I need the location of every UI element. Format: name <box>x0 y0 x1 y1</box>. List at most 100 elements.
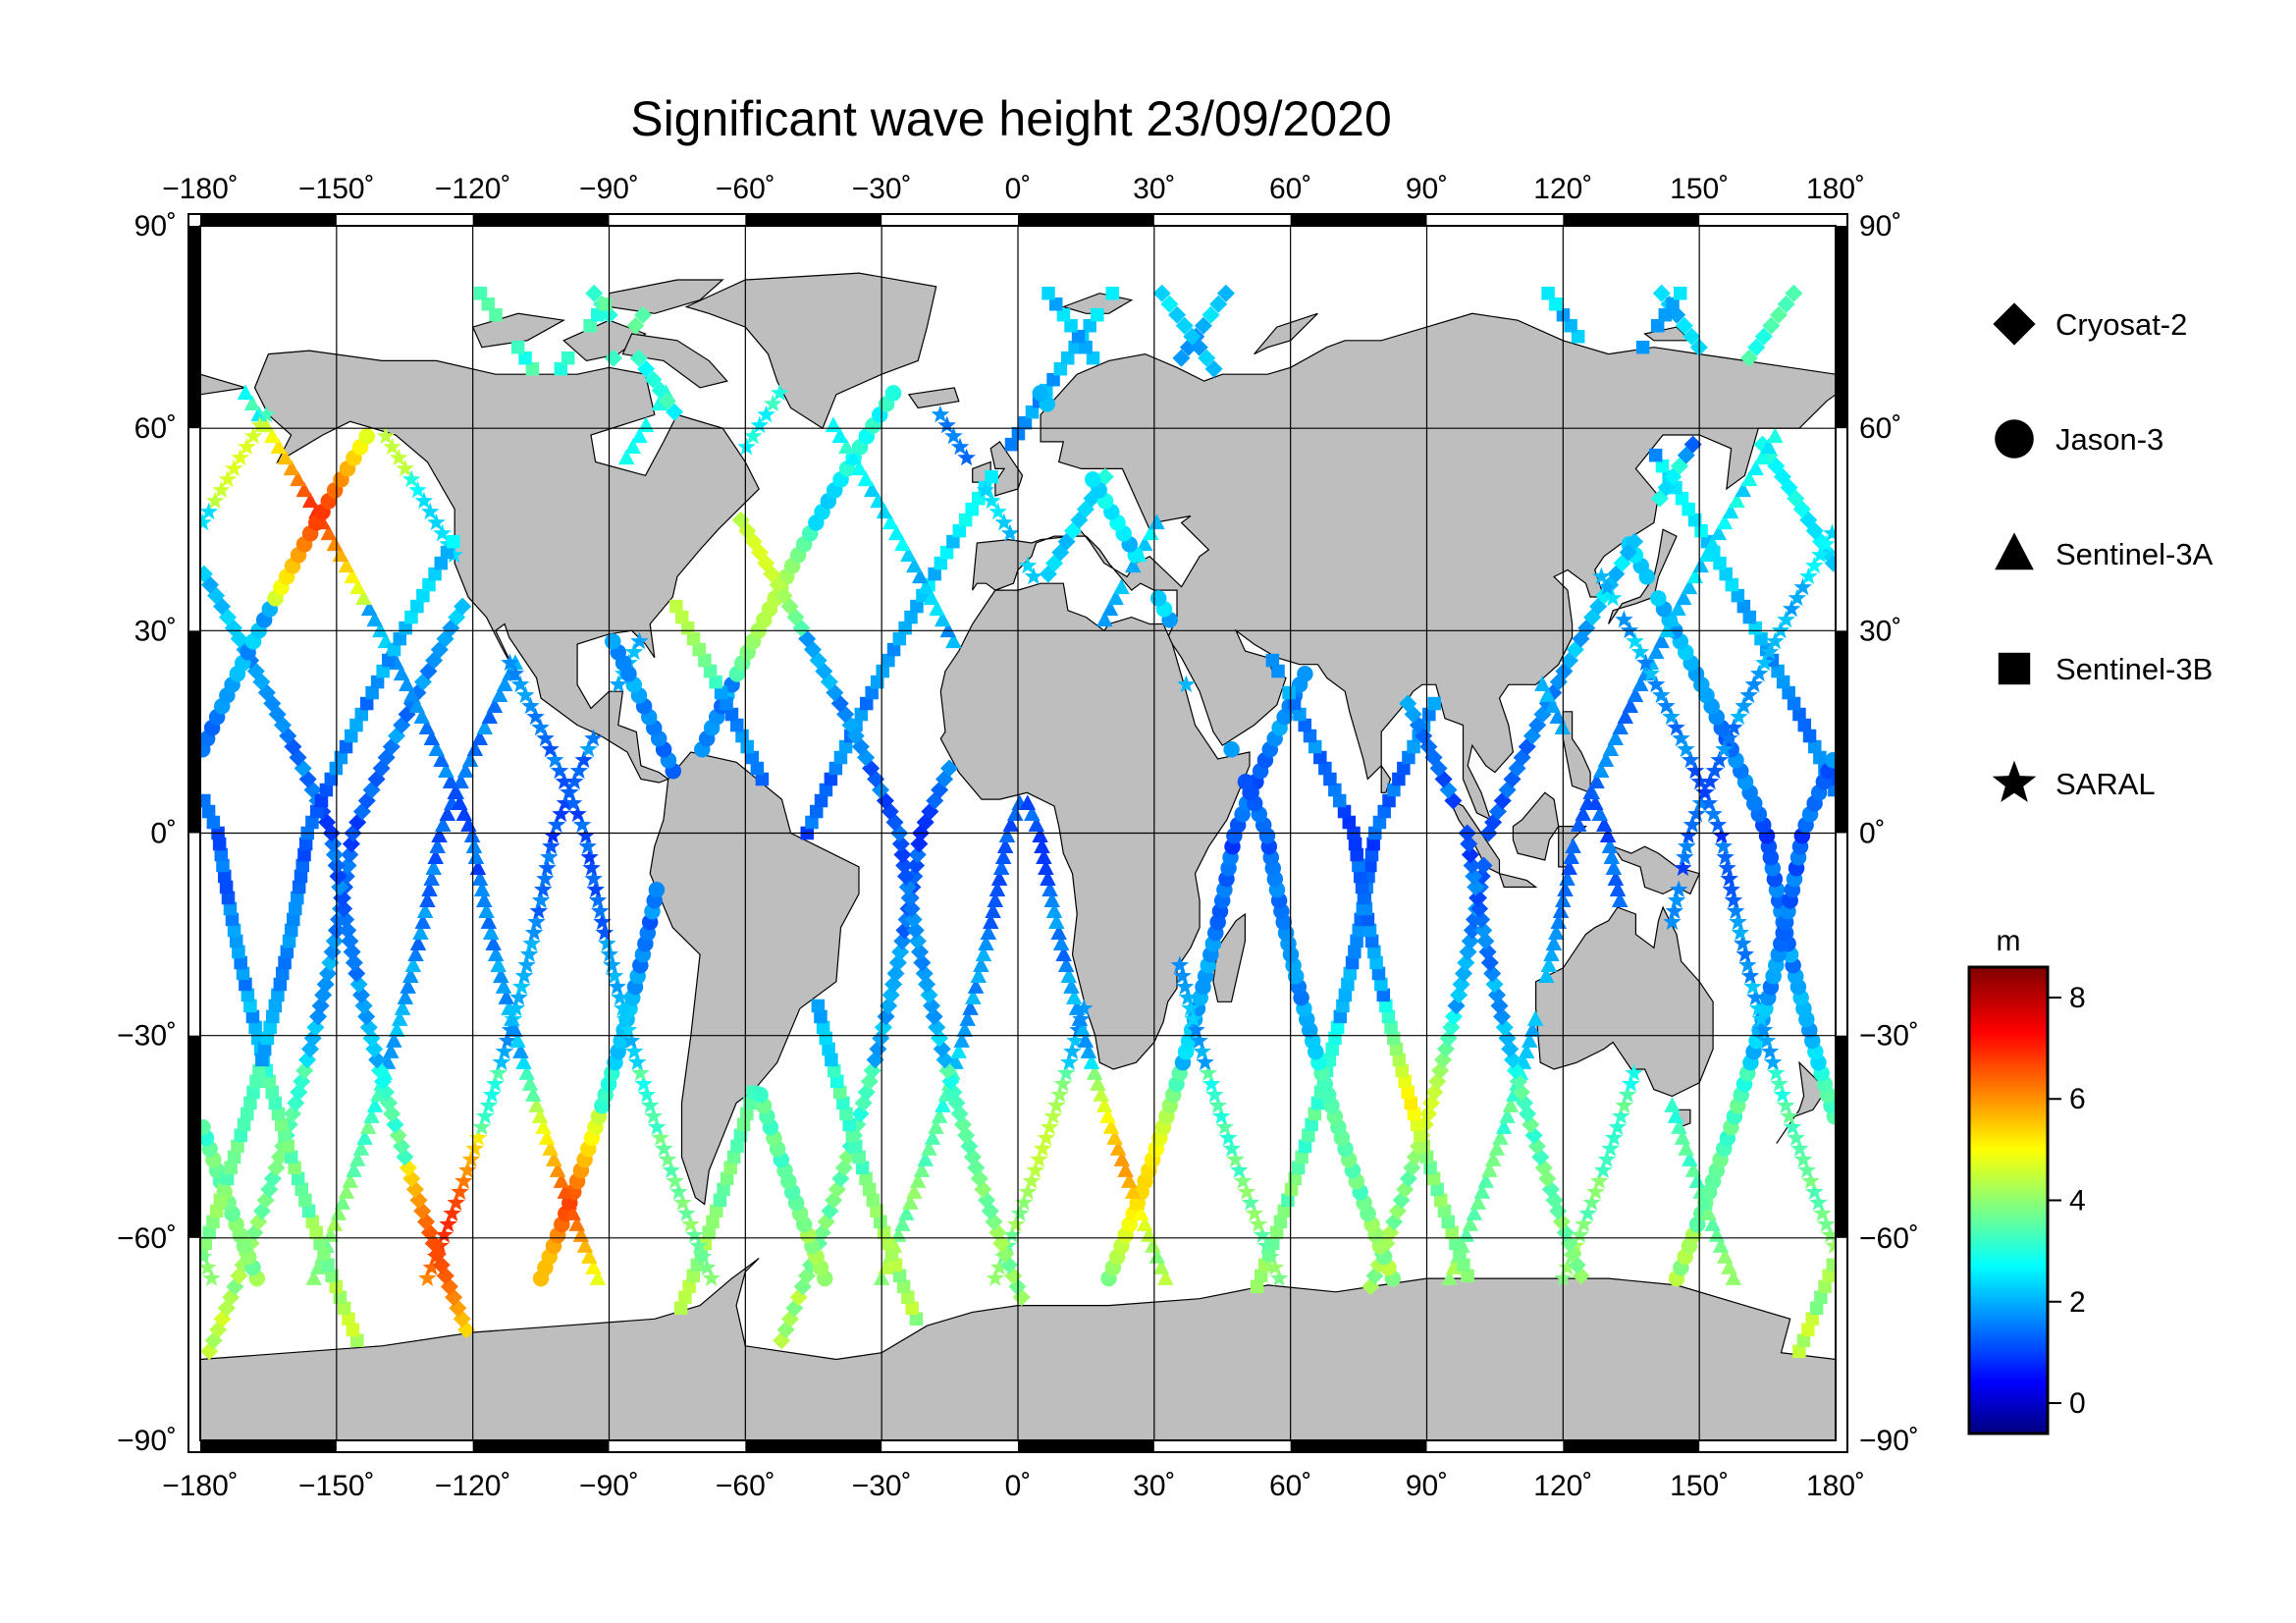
track-point <box>1552 902 1570 918</box>
track-point <box>1721 1259 1737 1274</box>
track-point <box>1211 1107 1231 1124</box>
frame-segment-bottom <box>1563 1440 1700 1452</box>
track-point <box>1401 1085 1415 1100</box>
track-point <box>1201 1074 1221 1092</box>
track-point <box>902 899 921 918</box>
lat-tick-label-left: 30˚ <box>134 615 177 647</box>
track-point <box>521 1075 539 1091</box>
track-point <box>1664 1097 1681 1112</box>
track-point <box>467 848 485 864</box>
track-point <box>1468 889 1487 907</box>
track-point <box>693 1247 713 1265</box>
track-point <box>400 978 416 994</box>
track-point <box>309 804 324 819</box>
track-point <box>1124 557 1142 573</box>
lon-tick-label-top: −120˚ <box>435 173 511 205</box>
track-point <box>1770 1074 1789 1092</box>
track-point <box>1037 1128 1055 1146</box>
track-point <box>1767 427 1784 444</box>
track-point <box>481 708 499 725</box>
track-point <box>1145 1237 1161 1253</box>
track-point <box>686 1269 700 1283</box>
track-point <box>1739 349 1758 367</box>
track-point <box>1223 741 1240 758</box>
track-point <box>469 1128 488 1146</box>
track-point <box>1071 1010 1089 1026</box>
track-point <box>947 1054 964 1069</box>
track-point <box>344 729 358 743</box>
track-point <box>1063 978 1080 994</box>
track-point <box>1350 847 1363 862</box>
track-point <box>874 1215 887 1229</box>
track-point <box>1184 1009 1202 1028</box>
track-point <box>301 1204 316 1218</box>
track-point <box>1426 1171 1441 1186</box>
track-point <box>1495 1118 1513 1134</box>
track-point <box>1682 502 1695 516</box>
track-point <box>1136 1216 1153 1231</box>
track-point <box>1736 599 1751 614</box>
frame-segment-bottom <box>472 1440 610 1452</box>
track-point <box>924 1129 941 1145</box>
track-point <box>1805 1182 1824 1200</box>
track-point <box>624 438 642 455</box>
track-point <box>917 578 934 595</box>
track-point <box>1499 1108 1516 1123</box>
track-point <box>822 1042 835 1056</box>
track-point <box>1295 1150 1308 1164</box>
lat-tick-label-left: 60˚ <box>134 412 177 445</box>
track-point <box>859 696 874 711</box>
track-point <box>1407 1107 1421 1121</box>
track-point <box>1673 286 1687 300</box>
track-point <box>898 621 912 635</box>
track-point <box>557 1183 574 1199</box>
track-point <box>593 912 612 931</box>
landmass-5 <box>621 333 728 389</box>
track-point <box>341 845 359 864</box>
track-point <box>988 881 1006 896</box>
track-point <box>1302 1128 1315 1143</box>
track-point <box>1763 1053 1783 1070</box>
track-point <box>425 859 442 875</box>
track-point <box>200 513 212 531</box>
track-point <box>440 545 454 560</box>
track-point <box>234 1256 252 1274</box>
track-point <box>614 999 632 1017</box>
track-point <box>1782 599 1801 618</box>
track-point <box>838 739 853 754</box>
track-point <box>627 1053 647 1070</box>
track-point <box>359 1118 377 1134</box>
track-point <box>1265 653 1280 668</box>
track-point <box>1019 794 1037 811</box>
track-point <box>526 707 545 726</box>
track-point <box>1064 318 1078 333</box>
track-point <box>1558 1258 1576 1275</box>
colorbar-tick-label: 2 <box>2069 1286 2086 1319</box>
track-point <box>673 1301 688 1316</box>
track-point <box>651 395 667 411</box>
track-point <box>218 469 238 488</box>
track-point <box>1605 859 1623 875</box>
track-point <box>904 610 918 624</box>
track-point <box>624 642 644 661</box>
track-point <box>1190 1031 1208 1050</box>
track-point <box>382 653 396 668</box>
track-point <box>1817 1215 1836 1232</box>
track-point <box>1757 1031 1777 1050</box>
track-point <box>229 934 243 948</box>
track-point <box>1395 1063 1410 1078</box>
landmass-10 <box>1212 912 1246 1002</box>
track-point <box>1068 1000 1086 1015</box>
track-point <box>209 1204 224 1218</box>
legend-label: Jason-3 <box>2056 422 2163 457</box>
track-point <box>1591 805 1609 822</box>
track-point <box>1392 772 1406 786</box>
track-point <box>859 1171 873 1186</box>
track-point <box>202 1269 221 1286</box>
track-point <box>270 438 288 455</box>
track-point <box>531 718 550 736</box>
circle-marker-icon <box>1995 419 2034 459</box>
track-point <box>1669 880 1688 898</box>
track-point <box>314 793 329 808</box>
track-point <box>1273 1215 1288 1229</box>
